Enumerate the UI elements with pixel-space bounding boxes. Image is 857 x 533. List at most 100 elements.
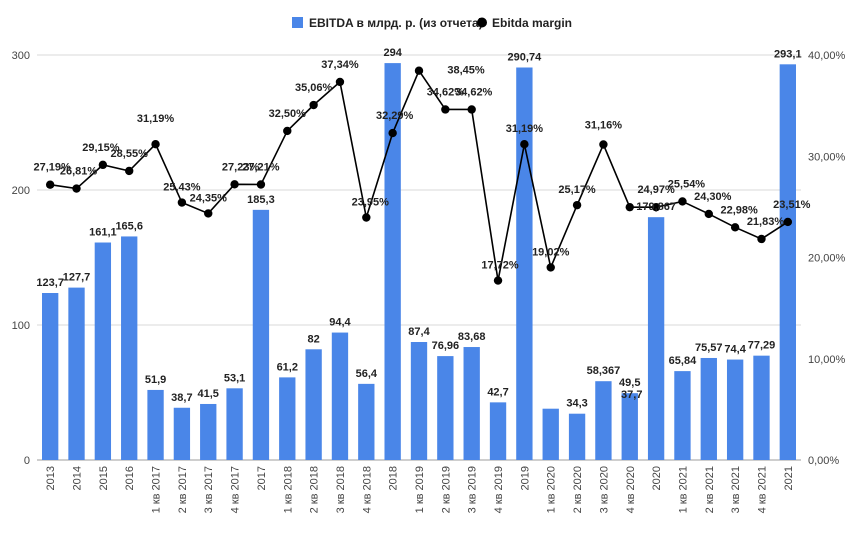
- x-tick-label: 1 кв 2018: [282, 466, 294, 513]
- bar: [437, 356, 454, 460]
- bar: [252, 209, 270, 460]
- bar-data-label-extra: 37,7: [621, 389, 642, 401]
- bar-data-label: 293,1: [774, 48, 802, 60]
- y-axis-left: 0 100 200 300: [12, 50, 30, 467]
- bar: [384, 63, 401, 460]
- margin-point: [230, 180, 239, 189]
- bar: [753, 355, 770, 460]
- bar-data-label: 179,867: [636, 201, 676, 213]
- bar-data-label: 34,3: [566, 398, 587, 410]
- bar-data-label: 74,4: [724, 344, 746, 356]
- bar: [200, 403, 217, 460]
- bar-data-label: 123,7: [36, 277, 64, 289]
- x-tick-label: 4 кв 2018: [361, 466, 373, 513]
- bar: [726, 359, 744, 460]
- margin-point: [125, 166, 134, 176]
- y-axis-right: 0,00% 10,00% 20,00% 30,00% 40,00%: [808, 50, 846, 467]
- x-tick-label: 3 кв 2020: [598, 466, 610, 513]
- margin-point: [625, 202, 634, 212]
- margin-point: [362, 213, 371, 222]
- line-data-label: 19,02%: [532, 246, 570, 258]
- bar-data-label: 41,5: [198, 388, 219, 400]
- line-data-label: 35,06%: [295, 82, 333, 94]
- x-tick-label: 3 кв 2017: [203, 466, 215, 513]
- bar: [42, 293, 59, 460]
- line-data-label: 24,30%: [694, 191, 732, 203]
- bar-data-label: 294: [383, 47, 402, 59]
- line-data-label: 17,72%: [481, 260, 519, 272]
- margin-point: [493, 276, 503, 285]
- y-right-tick-label: 20,00%: [808, 253, 846, 265]
- x-tick-label: 4 кв 2019: [493, 466, 505, 513]
- margin-point: [72, 184, 81, 193]
- margin-point: [546, 263, 555, 272]
- y-right-tick-label: 10,00%: [808, 354, 846, 366]
- line-data-labels: 27,19%26,81%29,15%28,55%31,19%25,43%24,3…: [34, 59, 811, 272]
- x-tick-label: 3 кв 2018: [335, 466, 347, 513]
- line-data-label: 37,34%: [321, 59, 359, 71]
- line-data-label: 29,15%: [82, 142, 120, 154]
- margin-point: [256, 180, 266, 189]
- bar-data-label: 51,9: [145, 374, 166, 386]
- bar-data-label: 77,29: [748, 340, 776, 352]
- bar-data-label: 127,7: [63, 272, 91, 284]
- bar: [489, 402, 507, 460]
- line-data-label: 27,23%: [222, 161, 260, 173]
- bar-data-label: 82: [307, 333, 319, 345]
- bar: [621, 393, 638, 460]
- bar-data-label: 161,1: [89, 227, 117, 239]
- x-tick-label: 2018: [388, 466, 400, 490]
- line-data-label: 28,55%: [111, 148, 149, 160]
- margin-point: [441, 105, 450, 114]
- margin-point: [704, 209, 713, 219]
- bar-data-label: 185,3: [247, 194, 275, 206]
- line-data-label: 31,19%: [506, 123, 544, 135]
- margin-point: [730, 223, 740, 232]
- bar: [700, 357, 717, 460]
- margin-point: [309, 100, 318, 110]
- bar-data-label: 49,5: [619, 377, 640, 389]
- x-tick-label: 1 кв 2021: [677, 466, 689, 513]
- y-right-tick-label: 40,00%: [808, 50, 846, 62]
- bar: [226, 388, 243, 460]
- x-tick-label: 2021: [783, 466, 795, 490]
- x-tick-label: 2014: [72, 466, 84, 490]
- line-data-label: 25,43%: [163, 182, 201, 194]
- margin-point: [335, 77, 345, 87]
- margin-point: [467, 105, 476, 114]
- x-tick-label: 2 кв 2021: [704, 466, 716, 513]
- margin-point: [45, 180, 55, 189]
- line-data-label: 32,29%: [376, 110, 414, 122]
- margin-point: [757, 234, 766, 244]
- margin-point: [283, 126, 292, 136]
- x-tick-label: 4 кв 2021: [756, 466, 768, 513]
- bar: [147, 389, 164, 460]
- margin-line: [50, 69, 789, 281]
- bar-data-label: 58,367: [587, 365, 621, 377]
- bar: [568, 413, 586, 460]
- margin-point: [177, 198, 187, 207]
- margin-point: [414, 66, 424, 75]
- legend-swatch-ebitda: [292, 17, 303, 28]
- bar-data-label: 42,7: [487, 386, 508, 398]
- y-left-tick-label: 0: [24, 455, 30, 467]
- margin-point: [388, 128, 397, 138]
- bar-data-label: 94,4: [329, 317, 351, 329]
- legend-label-margin: Ebitda margin: [492, 16, 572, 30]
- x-tick-label: 2019: [519, 466, 531, 490]
- margin-point: [151, 140, 160, 149]
- x-tick-label: 2 кв 2018: [309, 466, 321, 513]
- margin-point: [651, 202, 661, 212]
- bar-data-label: 56,4: [356, 368, 378, 380]
- y-left-tick-label: 100: [12, 320, 30, 332]
- line-data-label: 27,19%: [34, 162, 72, 174]
- bar: [779, 64, 796, 460]
- bar: [542, 408, 559, 460]
- bar: [410, 342, 428, 460]
- margin-point: [572, 200, 582, 210]
- x-tick-label: 1 кв 2017: [151, 466, 163, 513]
- x-tick-label: 2017: [256, 466, 268, 490]
- line-data-label: 21,83%: [747, 216, 785, 228]
